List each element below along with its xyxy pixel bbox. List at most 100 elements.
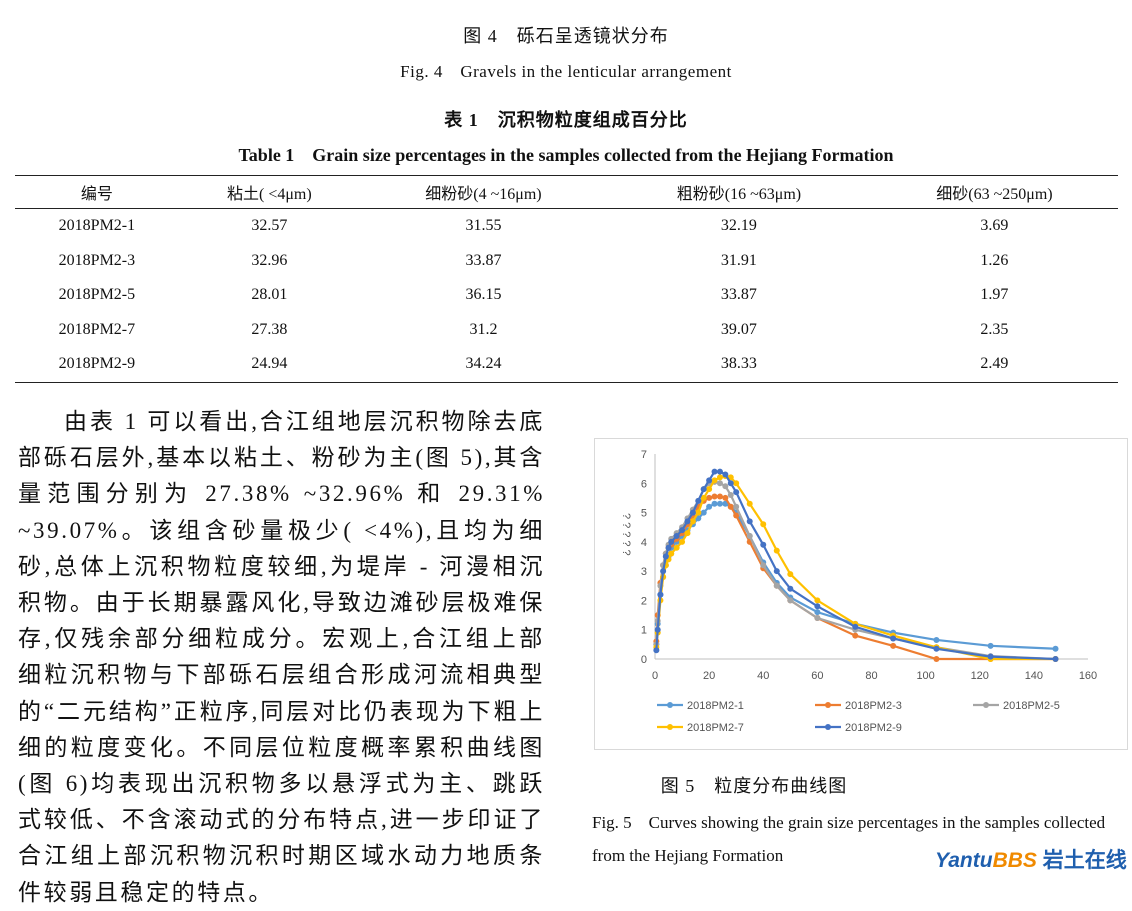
data-point (665, 544, 672, 551)
x-tick-label: 20 (703, 670, 715, 682)
y-axis-label: ????? (620, 513, 632, 559)
legend-marker (983, 702, 989, 708)
watermark-text: BBS (992, 849, 1037, 872)
data-point (773, 582, 780, 589)
data-point (787, 585, 794, 592)
table-cell: 39.07 (720, 320, 757, 338)
column-header: 细砂(63 ~250μm) (870, 175, 1118, 209)
table-row: 2018PM2-5 28.01 36.15 33.87 1.97 (15, 278, 1118, 313)
y-tick-label: 4 (641, 537, 647, 549)
legend-marker (825, 724, 831, 730)
figure-caption: 图 4 砾石呈透镜状分布 (463, 26, 669, 46)
legend-label: 2018PM2-1 (687, 700, 744, 712)
data-point (684, 518, 691, 525)
data-point (654, 626, 661, 633)
data-point (746, 533, 753, 539)
y-tick-label: 6 (641, 478, 647, 490)
data-point (746, 500, 753, 507)
header-row: 编号 粘土( <4μm) 细粉砂(4 ~16μm) 粗粉砂(16 ~63μm) 细砂(6… (15, 175, 1118, 209)
watermark: YantuBBS 岩土在线 (935, 844, 1127, 874)
data-point (933, 645, 940, 652)
data-point (890, 635, 897, 642)
data-point (727, 492, 734, 498)
table-cell: 3.69 (980, 217, 1009, 235)
y-tick-label: 5 (641, 508, 647, 520)
body-paragraph: 由表 1 可以看出,合江组地层沉积物除去底部砾石层外,基本以粘土、粉砂为主(图 … (18, 409, 545, 905)
data-point (852, 632, 859, 639)
figure-caption: Fig. 5 Curves showing the grain size per… (592, 813, 1106, 865)
data-point (722, 483, 729, 490)
legend-label: 2018PM2-7 (687, 722, 744, 734)
data-point (653, 647, 660, 654)
data-point (668, 550, 675, 557)
data-point (814, 609, 821, 616)
data-point (684, 530, 691, 537)
data-point (987, 653, 994, 660)
data-point (716, 493, 723, 500)
data-point (987, 642, 994, 649)
table-cell: 33.87 (720, 286, 757, 304)
column-header: 编号 (15, 175, 179, 209)
chart-frame (594, 438, 1128, 750)
legend-marker (825, 702, 831, 708)
data-point (716, 500, 723, 507)
data-point (700, 509, 707, 516)
x-tick-label: 40 (757, 670, 769, 682)
table-cell: 34.24 (359, 347, 608, 383)
data-point (722, 471, 729, 478)
table-cell: 24.94 (178, 347, 360, 383)
table-title: 表 1 沉积物粒度组成百分比 (444, 110, 688, 130)
x-tick-label: 120 (971, 670, 989, 682)
table-cell: 2.49 (870, 347, 1118, 383)
data-point (773, 547, 780, 554)
legend-label: 2018PM2-5 (1003, 700, 1060, 712)
data-point (760, 562, 767, 569)
column-header: 粗粉砂(16 ~63μm) (607, 175, 871, 209)
x-tick-label: 160 (1079, 670, 1097, 682)
data-point (679, 538, 686, 545)
data-point (673, 533, 680, 539)
table-row: 2018PM2-1 32.57 31.55 32.19 3.69 (15, 209, 1118, 244)
table-title: Table 1 Grain size percentages in the sa… (238, 145, 894, 165)
data-point (716, 474, 723, 481)
data-point (1052, 656, 1059, 662)
data-point (760, 521, 767, 528)
page: { "figure4": {"caption_cn": "图 4 砾石呈透镜状分… (15, 26, 1128, 905)
data-point (773, 568, 780, 575)
y-tick-label: 2 (641, 595, 647, 607)
data-point (733, 503, 740, 510)
table-cell: 31.55 (465, 217, 502, 235)
data-point (706, 494, 713, 501)
table-row: 2018PM2-9 24.94 34.24 38.33 2.49 (15, 347, 1118, 383)
data-point (814, 615, 821, 621)
table-row: 2018PM2-3 32.96 33.87 31.91 1.26 (15, 244, 1118, 279)
legend-marker (667, 724, 673, 730)
data-point (716, 480, 723, 487)
table-cell: 2018PM2-9 (15, 347, 179, 383)
table-cell: 32.57 (251, 217, 288, 235)
data-point (814, 603, 821, 610)
table-cell: 1.97 (980, 286, 1009, 304)
data-table: 编号 粘土( <4μm) 细粉砂(4 ~16μm) 粗粉砂(16 ~63μm) 细砂(6… (15, 175, 1118, 383)
data-point (706, 503, 713, 510)
table-cell: 2018PM2-7 (58, 320, 136, 338)
data-point (662, 553, 669, 560)
x-tick-label: 100 (916, 670, 934, 682)
data-point (668, 538, 675, 545)
x-tick-label: 140 (1025, 670, 1043, 682)
data-point (679, 527, 686, 534)
x-tick-label: 60 (811, 670, 823, 682)
y-tick-label: 3 (641, 566, 647, 578)
figure-caption: 图 5 粒度分布曲线图 (660, 776, 848, 796)
data-point (689, 509, 696, 516)
data-point (673, 544, 680, 551)
figure-caption: Fig. 4 Gravels in the lenticular arrange… (400, 62, 732, 81)
watermark-text: 岩土在线 (1042, 849, 1127, 872)
table-cell: 2018PM2-1 (58, 217, 136, 235)
data-point (700, 494, 707, 501)
table-cell: 2018PM2-3 (58, 251, 136, 269)
column-header: 粘土( <4μm) (178, 175, 360, 209)
table-cell: 2018PM2-5 (58, 286, 136, 304)
table-row: 2018PM2-7 27.38 31.2 39.07 2.35 (15, 313, 1118, 348)
data-point (733, 489, 740, 496)
